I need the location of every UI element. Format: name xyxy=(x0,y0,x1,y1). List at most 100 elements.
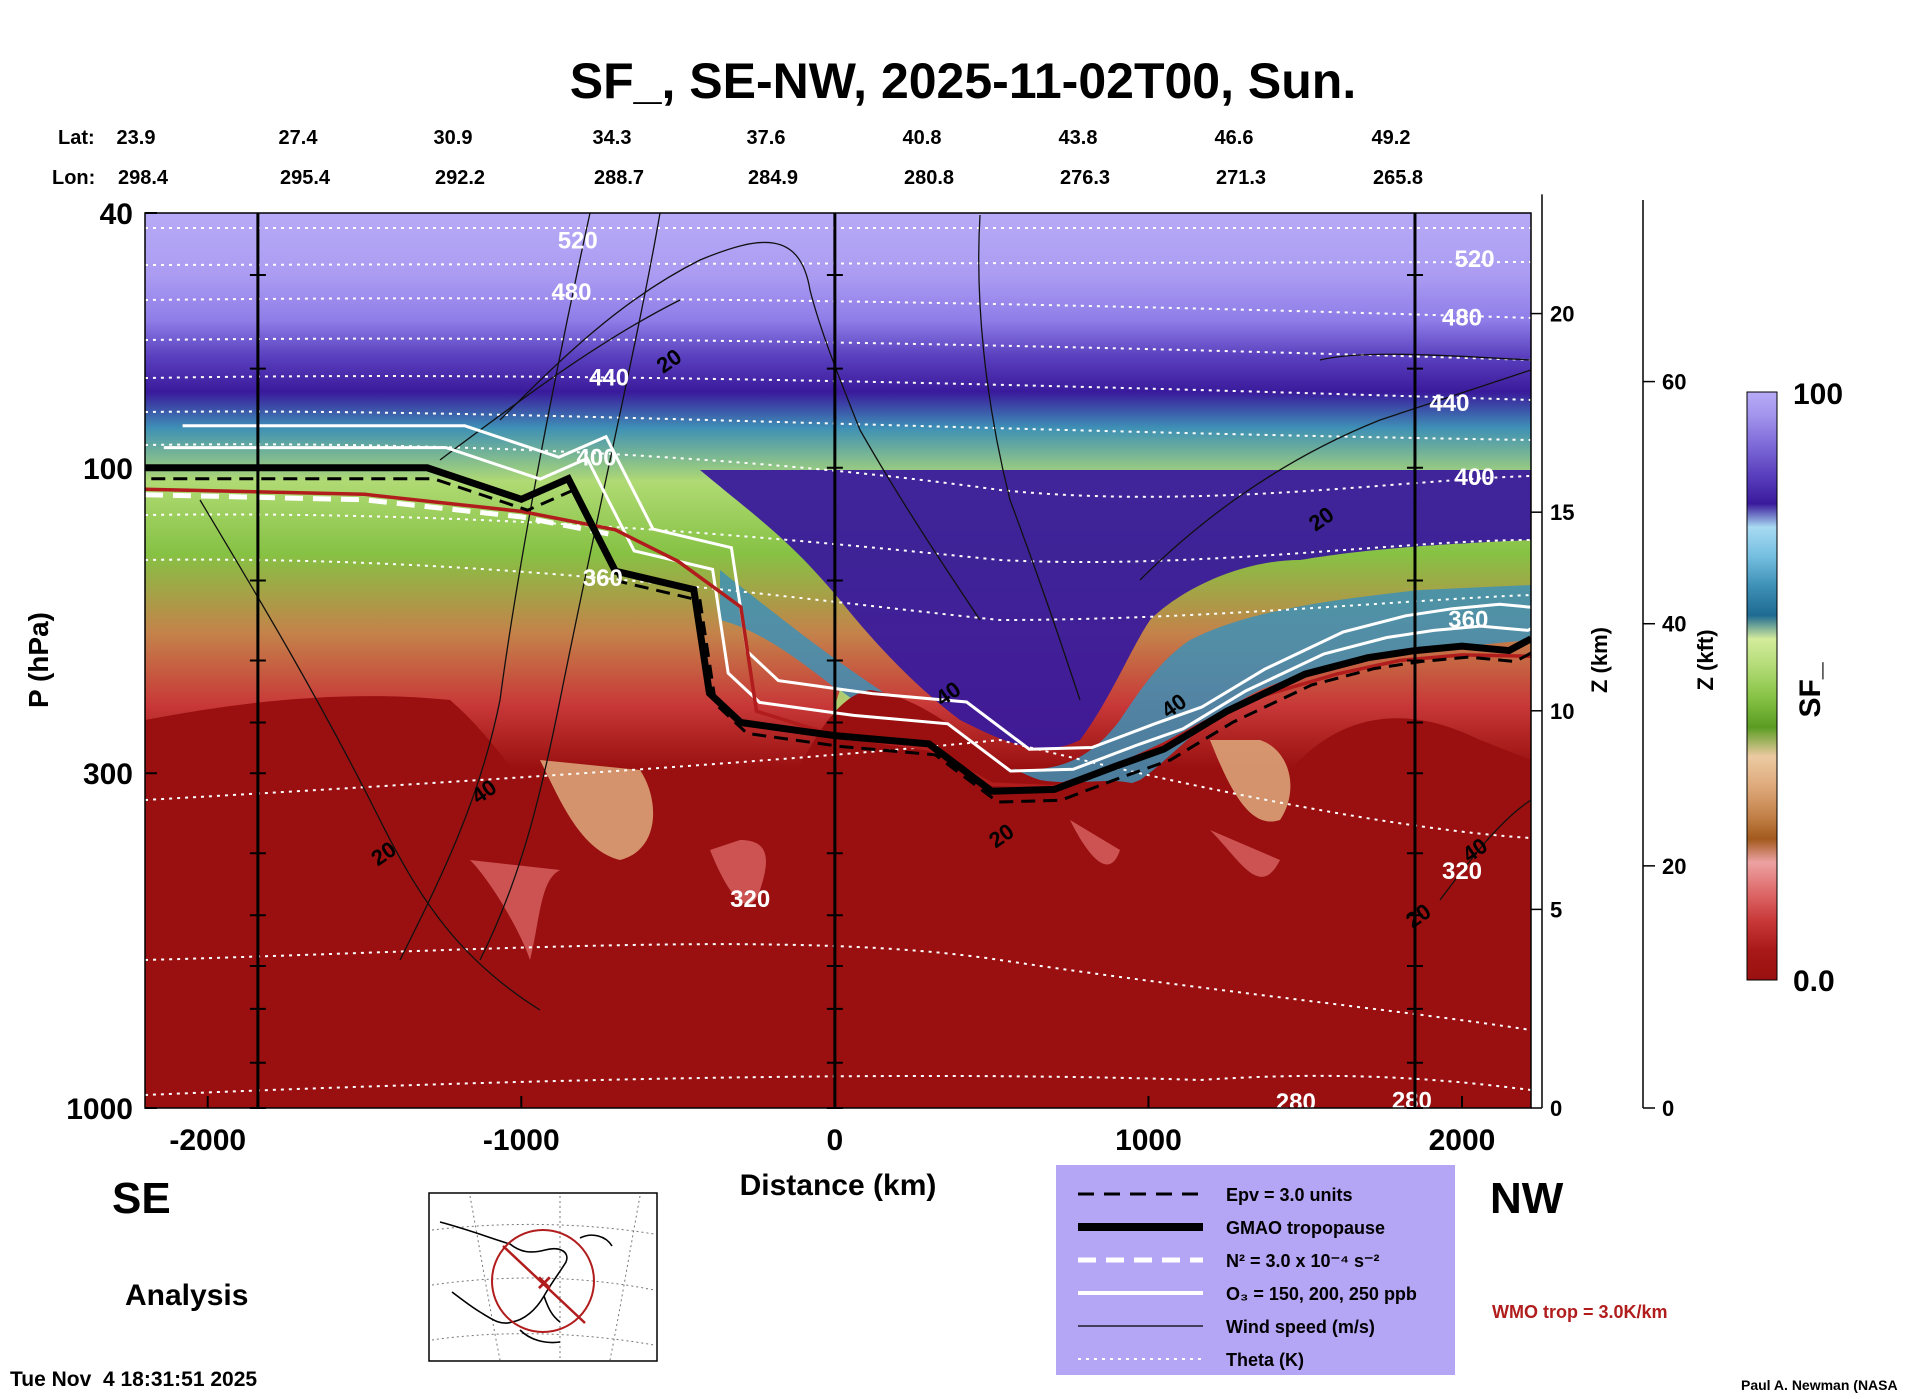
lat-lon-labels: 23.9 27.4 30.9 34.3 37.6 40.8 43.8 46.6 49.2 298.… xyxy=(117,127,1424,189)
lat-value: 23.9 xyxy=(117,127,156,149)
lat-value: 34.3 xyxy=(593,127,632,149)
wind-line xyxy=(199,499,541,1011)
wind-line xyxy=(399,213,591,961)
colorbar-title: SF_ xyxy=(1794,662,1827,717)
z-kft-axis-label: Z (kft) xyxy=(1693,629,1718,690)
plot-area: 520 480 440 400 360 320 280 520 480 440 400 360 320 2… xyxy=(145,213,1531,1115)
theta-labels: 520 480 440 400 360 320 280 520 480 440 400 360 320 2… xyxy=(551,228,1495,1115)
z-km-tick-label: 15 xyxy=(1550,500,1574,525)
z-km-tick-label: 20 xyxy=(1550,302,1574,327)
theta-label: 440 xyxy=(1429,390,1469,417)
inset-map-section-line xyxy=(502,1245,586,1324)
inset-map-coastline xyxy=(439,1221,613,1344)
n2-dashed-line xyxy=(145,492,616,538)
x-tick-label: -1000 xyxy=(483,1124,560,1157)
theta-label: 360 xyxy=(1448,607,1488,634)
p-tick-label: 300 xyxy=(83,758,133,791)
direction-se: SE xyxy=(112,1174,171,1223)
theta-label: 400 xyxy=(577,444,617,471)
lon-value: 284.9 xyxy=(748,167,798,189)
wind-line xyxy=(978,214,1081,701)
theta-line-440 xyxy=(145,375,1531,401)
wind-line xyxy=(1439,799,1531,901)
x-axis-label: Distance (km) xyxy=(740,1169,937,1202)
theta-label: 320 xyxy=(730,886,770,913)
inset-map-circle xyxy=(491,1229,595,1333)
theta-line-300 xyxy=(145,943,1531,1031)
theta-label: 320 xyxy=(1442,858,1482,885)
z-kft-tick-label: 40 xyxy=(1662,612,1686,637)
gmao-tropopause-line xyxy=(145,464,1531,795)
legend-label: Theta (K) xyxy=(1226,1350,1304,1370)
theta-line-280 xyxy=(145,1074,1531,1096)
theta-label: 280 xyxy=(1392,1088,1432,1115)
theta-label: 440 xyxy=(589,364,629,391)
x-tick-label: 2000 xyxy=(1429,1124,1496,1157)
ozone-contours xyxy=(163,424,1531,773)
sf-tan-blobs xyxy=(540,740,1291,860)
wind-line xyxy=(439,299,681,461)
sf-stratospheric-intrusion xyxy=(700,470,1531,749)
lat-value: 30.9 xyxy=(434,127,473,149)
wind-contours xyxy=(199,213,1531,1011)
p-tick-label: 100 xyxy=(83,453,133,486)
lon-value: 288.7 xyxy=(594,167,644,189)
theta-line-480 xyxy=(145,297,1531,319)
lat-value: 46.6 xyxy=(1215,127,1254,149)
z-kft-axis: 0 20 40 60 xyxy=(1642,199,1686,1121)
colorbar xyxy=(1746,391,1778,981)
theta-label: 360 xyxy=(583,565,623,592)
lon-value: 295.4 xyxy=(280,167,331,189)
x-axis: -2000 -1000 0 1000 2000 xyxy=(169,1096,1495,1157)
theta-line-460 xyxy=(145,337,1531,361)
lon-value: 280.8 xyxy=(904,167,954,189)
lat-value: 40.8 xyxy=(903,127,942,149)
sf-troposphere-red xyxy=(145,690,1531,1108)
direction-nw: NW xyxy=(1490,1174,1564,1223)
y-axis-label: P (hPa) xyxy=(23,612,54,708)
z-kft-tick-label: 20 xyxy=(1662,854,1686,879)
legend: Epv = 3.0 units GMAO tropopause N² = 3.0 x… xyxy=(1056,1165,1455,1375)
theta-label: 520 xyxy=(558,228,598,255)
legend-background xyxy=(1056,1165,1455,1375)
lon-value: 271.3 xyxy=(1216,167,1266,189)
lat-value: 27.4 xyxy=(279,127,319,149)
inset-map-marker-icon: ✕ xyxy=(536,1273,553,1295)
p-tick-label: 40 xyxy=(100,198,133,231)
z-km-axis-label: Z (km) xyxy=(1587,627,1612,693)
ozone-line xyxy=(163,446,1531,773)
colorbar-max-label: 100 xyxy=(1793,378,1843,411)
plot-frame xyxy=(144,212,1532,1109)
colorbar-min-label: 0.0 xyxy=(1793,965,1835,998)
theta-label: 400 xyxy=(1455,464,1495,491)
wind-line xyxy=(1139,369,1531,581)
x-tick-label: 0 xyxy=(827,1124,844,1157)
lon-value: 292.2 xyxy=(435,167,485,189)
legend-label: Wind speed (m/s) xyxy=(1226,1317,1375,1337)
epv-dashed-line xyxy=(151,477,1531,804)
ozone-line xyxy=(182,424,1531,751)
lat-value: 43.8 xyxy=(1059,127,1098,149)
z-km-tick-label: 10 xyxy=(1550,699,1574,724)
z-kft-tick-label: 60 xyxy=(1662,370,1686,395)
lon-value: 276.3 xyxy=(1060,167,1110,189)
x-tick-label: -2000 xyxy=(169,1124,246,1157)
z-km-tick-label: 0 xyxy=(1550,1096,1562,1121)
theta-label: 520 xyxy=(1455,246,1495,273)
lat-value: 37.6 xyxy=(747,127,786,149)
analysis-label: Analysis xyxy=(125,1279,248,1312)
lat-value: 49.2 xyxy=(1372,127,1411,149)
z-kft-tick-label: 0 xyxy=(1662,1096,1674,1121)
wmo-note: WMO trop = 3.0K/km xyxy=(1492,1302,1668,1322)
wind-line xyxy=(499,241,981,621)
legend-items: Epv = 3.0 units GMAO tropopause N² = 3.0 x… xyxy=(1078,1185,1417,1370)
lon-row-label: Lon: xyxy=(52,167,95,189)
theta-line-360 xyxy=(145,558,1531,622)
timestamp: Tue Nov 4 18:31:51 2025 xyxy=(10,1368,257,1391)
pressure-axis: 40 100 300 1000 xyxy=(66,198,157,1126)
lon-value: 265.8 xyxy=(1373,167,1423,189)
theta-label: 480 xyxy=(551,279,591,306)
x-tick-label: 1000 xyxy=(1115,1124,1182,1157)
